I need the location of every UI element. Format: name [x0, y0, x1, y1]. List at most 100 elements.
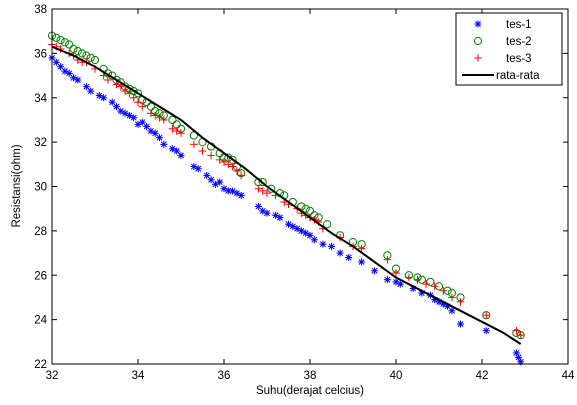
x-tick-label: 34 — [132, 370, 145, 382]
legend-swatch — [474, 54, 482, 62]
data-point-tes-3 — [383, 255, 392, 264]
data-point-tes-1 — [276, 214, 284, 222]
legend-swatch — [473, 36, 483, 46]
series-line-rata-rata — [51, 45, 522, 345]
data-point-tes-3 — [512, 326, 521, 335]
x-tick-label: 38 — [304, 370, 317, 382]
data-point-tes-3 — [456, 298, 465, 306]
x-axis-ticks: 32 34 36 38 40 42 44 — [46, 9, 575, 382]
data-point-tes-3 — [125, 89, 134, 98]
data-point-tes-3 — [258, 187, 267, 195]
x-tick-label: 42 — [476, 370, 489, 382]
data-point-tes-1 — [383, 276, 391, 284]
data-marks — [47, 31, 525, 366]
data-point-tes-1 — [254, 202, 262, 210]
data-point-tes-3 — [155, 113, 164, 122]
data-point-tes-1 — [263, 209, 271, 217]
data-point-tes-1 — [345, 254, 353, 261]
data-point-tes-3 — [168, 125, 177, 133]
data-point-tes-1 — [203, 171, 211, 179]
data-point-tes-1 — [207, 176, 215, 184]
data-point-tes-1 — [113, 103, 120, 111]
data-point-tes-1 — [293, 225, 301, 233]
legend: tes-1 tes-2 tes-3 rata-rata — [455, 12, 563, 86]
data-point-tes-2 — [65, 40, 74, 49]
data-point-tes-3 — [430, 282, 439, 291]
data-point-tes-1 — [396, 280, 404, 288]
legend-label: tes-1 — [506, 19, 532, 31]
data-point-tes-3 — [129, 93, 138, 102]
data-point-tes-3 — [147, 109, 155, 118]
y-axis-ticks: 22 24 26 28 30 32 34 36 38 — [34, 4, 568, 371]
data-point-tes-3 — [104, 76, 112, 84]
data-point-tes-2 — [323, 220, 332, 229]
data-point-tes-1 — [108, 98, 116, 106]
legend-entry-rata-rata: rata-rata — [462, 70, 540, 82]
data-point-tes-1 — [74, 76, 82, 84]
data-point-tes-3 — [190, 140, 198, 149]
data-point-tes-2 — [78, 49, 87, 58]
data-point-tes-1 — [306, 231, 314, 239]
data-point-tes-1 — [130, 114, 138, 122]
x-tick-label: 36 — [218, 370, 231, 382]
data-point-tes-3 — [392, 269, 400, 277]
data-point-tes-3 — [263, 189, 271, 197]
data-point-tes-1 — [57, 63, 65, 71]
y-tick-label: 26 — [34, 270, 47, 282]
series-rata-rata — [51, 45, 522, 345]
data-point-tes-3 — [215, 156, 224, 164]
data-point-tes-1 — [100, 94, 108, 102]
data-point-tes-3 — [439, 286, 448, 295]
data-point-tes-1 — [358, 258, 366, 266]
data-point-tes-1 — [216, 178, 224, 186]
data-point-tes-1 — [173, 147, 181, 155]
data-point-tes-1 — [237, 191, 245, 199]
legend-label: tes-3 — [506, 53, 532, 65]
data-point-tes-3 — [233, 167, 241, 175]
y-tick-label: 32 — [34, 137, 47, 149]
series-tes-1 — [48, 54, 525, 366]
data-point-tes-1 — [289, 222, 297, 230]
data-point-tes-3 — [413, 275, 422, 284]
data-point-tes-2 — [258, 177, 267, 187]
data-point-tes-2 — [52, 33, 61, 42]
data-point-tes-3 — [516, 331, 525, 339]
data-point-tes-1 — [310, 236, 318, 244]
y-tick-label: 30 — [34, 182, 47, 194]
y-tick-label: 34 — [34, 93, 47, 105]
data-point-tes-1 — [143, 123, 151, 131]
legend-entry-tes-2: tes-2 — [473, 36, 532, 48]
data-point-tes-2 — [426, 277, 435, 287]
data-point-tes-3 — [254, 184, 263, 193]
data-point-tes-1 — [224, 187, 232, 195]
data-point-tes-3 — [160, 116, 168, 124]
y-tick-label: 38 — [34, 4, 47, 16]
data-point-tes-1 — [336, 249, 344, 257]
data-point-tes-3 — [228, 162, 237, 171]
data-point-tes-3 — [112, 80, 121, 89]
y-tick-label: 22 — [34, 359, 47, 371]
legend-box — [455, 12, 563, 86]
data-point-tes-2 — [90, 55, 100, 65]
data-point-tes-1 — [448, 307, 456, 315]
data-point-tes-1 — [52, 58, 60, 66]
legend-swatch — [474, 20, 482, 28]
data-point-tes-3 — [198, 147, 207, 155]
data-point-tes-3 — [177, 129, 185, 138]
data-point-tes-2 — [73, 47, 82, 56]
y-tick-label: 28 — [34, 226, 47, 238]
y-tick-label: 24 — [34, 315, 47, 327]
data-point-tes-3 — [151, 111, 159, 120]
x-tick-label: 40 — [390, 370, 403, 382]
data-point-tes-1 — [328, 242, 335, 250]
data-point-tes-2 — [86, 53, 95, 62]
data-point-tes-2 — [267, 184, 276, 193]
y-tick-label: 36 — [34, 48, 47, 60]
data-point-tes-3 — [448, 293, 456, 302]
data-point-tes-3 — [117, 82, 125, 91]
data-point-tes-1 — [482, 327, 490, 335]
x-tick-label: 32 — [46, 370, 59, 382]
data-point-tes-2 — [133, 89, 143, 98]
data-point-tes-1 — [194, 165, 202, 173]
